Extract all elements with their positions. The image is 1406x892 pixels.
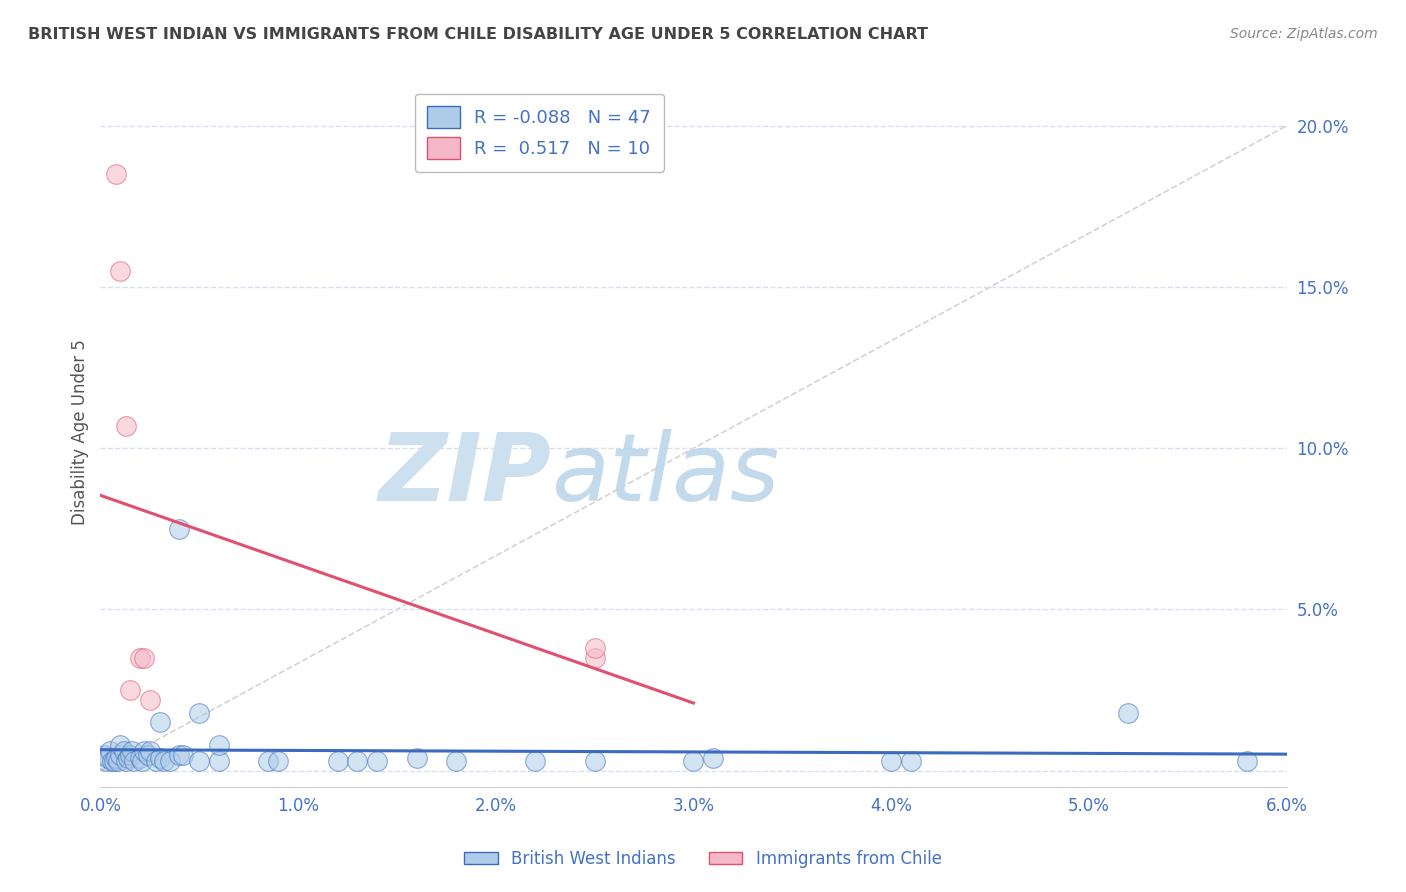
Point [145, 754, 167, 768]
Text: Source: ZipAtlas.com: Source: ZipAtlas.com [1230, 27, 1378, 41]
Point [118, 683, 141, 698]
Point [583, 641, 606, 656]
Point [112, 744, 135, 758]
Point [115, 418, 138, 433]
Point [101, 754, 124, 768]
Legend: British West Indians, Immigrants from Chile: British West Indians, Immigrants from Ch… [458, 844, 948, 875]
Point [108, 738, 131, 752]
Point [122, 754, 145, 768]
Point [96, 754, 118, 768]
Point [1118, 706, 1140, 720]
Point [97, 751, 120, 765]
Text: ZIP: ZIP [378, 429, 551, 521]
Point [880, 754, 903, 768]
Point [98, 744, 121, 758]
Point [105, 167, 128, 181]
Point [900, 754, 922, 768]
Point [131, 754, 153, 768]
Point [444, 754, 467, 768]
Point [132, 651, 155, 665]
Point [132, 744, 155, 758]
Point [326, 754, 349, 768]
Point [128, 651, 150, 665]
Point [117, 751, 139, 765]
Point [115, 754, 138, 768]
Point [188, 754, 211, 768]
Point [682, 754, 704, 768]
Point [346, 754, 368, 768]
Point [524, 754, 547, 768]
Point [105, 751, 128, 765]
Text: atlas: atlas [551, 429, 779, 520]
Point [405, 751, 427, 765]
Point [172, 747, 194, 762]
Point [108, 264, 131, 278]
Point [149, 715, 172, 730]
Y-axis label: Disability Age Under 5: Disability Age Under 5 [72, 339, 89, 525]
Point [136, 747, 159, 762]
Point [128, 751, 150, 765]
Text: BRITISH WEST INDIAN VS IMMIGRANTS FROM CHILE DISABILITY AGE UNDER 5 CORRELATION : BRITISH WEST INDIAN VS IMMIGRANTS FROM C… [28, 27, 928, 42]
Point [583, 754, 606, 768]
Point [169, 747, 191, 762]
Point [149, 751, 172, 765]
Point [103, 754, 125, 768]
Point [267, 754, 290, 768]
Legend: R = -0.088   N = 47, R =  0.517   N = 10: R = -0.088 N = 47, R = 0.517 N = 10 [415, 94, 664, 172]
Point [1236, 754, 1258, 768]
Point [121, 744, 143, 758]
Point [208, 738, 231, 752]
Point [108, 747, 131, 762]
Point [188, 706, 211, 720]
Point [139, 744, 162, 758]
Point [107, 754, 129, 768]
Point [208, 754, 231, 768]
Point [257, 754, 280, 768]
Point [366, 754, 388, 768]
Point [93, 747, 115, 762]
Point [139, 693, 162, 707]
Point [152, 754, 174, 768]
Point [583, 651, 606, 665]
Point [702, 751, 724, 765]
Point [169, 522, 191, 536]
Point [159, 754, 181, 768]
Point [118, 747, 141, 762]
